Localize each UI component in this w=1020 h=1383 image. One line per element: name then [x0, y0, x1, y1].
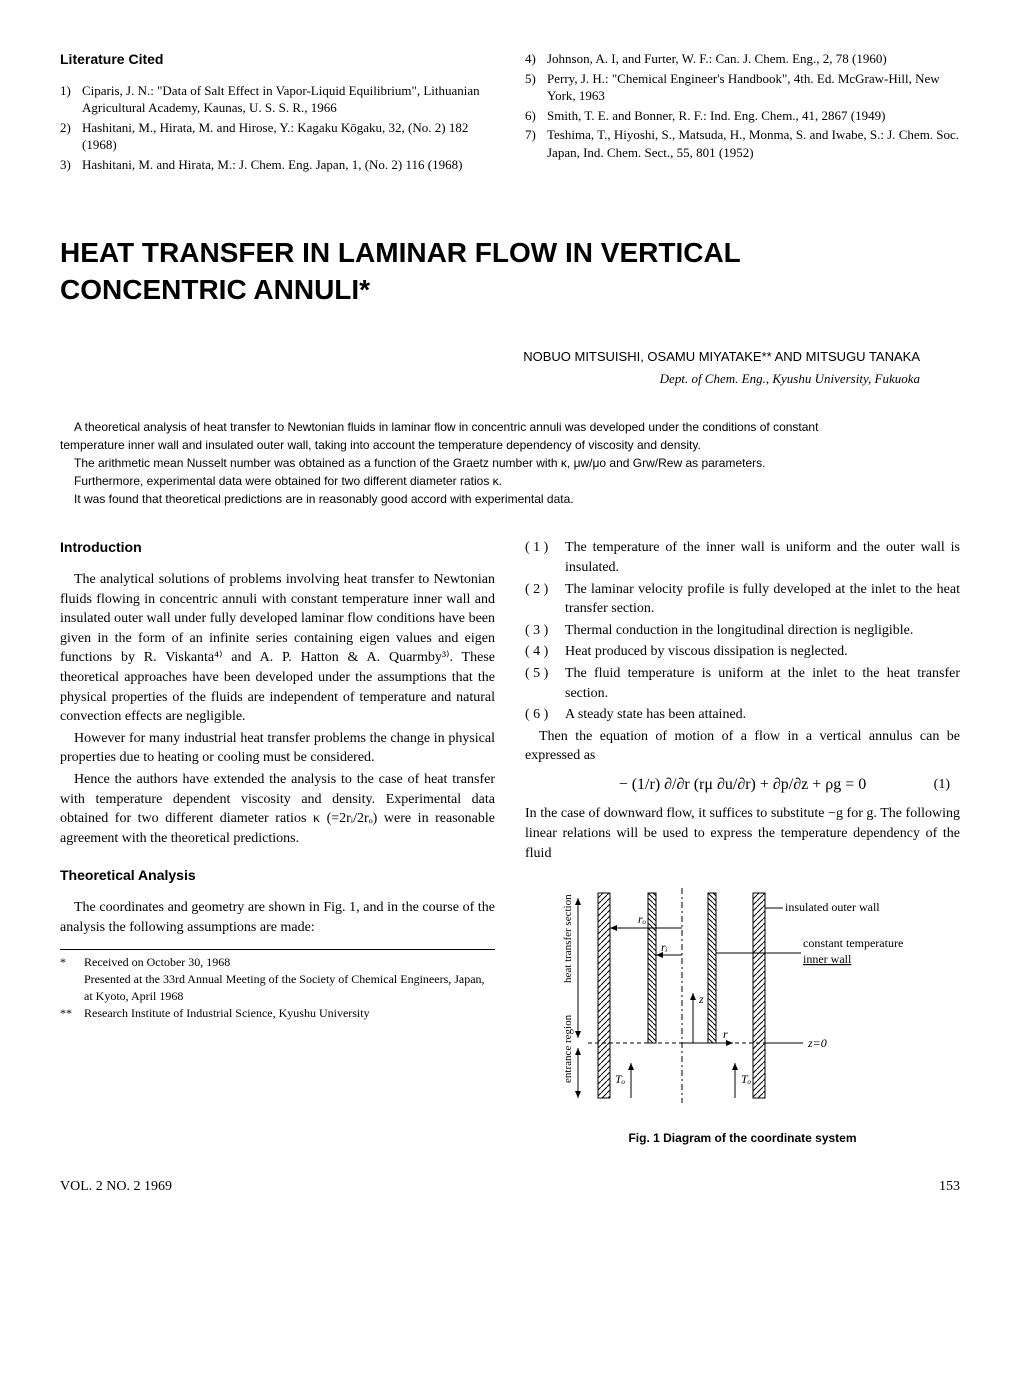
literature-left-col: Literature Cited 1)Ciparis, J. N.: "Data…: [60, 50, 495, 175]
equation-number: (1): [934, 775, 950, 795]
assumption-num: ( 3 ): [525, 621, 565, 641]
ref-text: Ciparis, J. N.: "Data of Salt Effect in …: [82, 82, 495, 117]
assumption-text: The fluid temperature is uniform at the …: [565, 664, 960, 703]
footnote-2: ** Research Institute of Industrial Scie…: [60, 1005, 495, 1022]
body-columns: Introduction The analytical solutions of…: [60, 538, 960, 1146]
intro-p3: Hence the authors have extended the anal…: [60, 770, 495, 848]
assumption-text: The laminar velocity profile is fully de…: [565, 580, 960, 619]
equation-content: − (1/r) ∂/∂r (rμ ∂u/∂r) + ∂p/∂z + ρg = 0: [619, 774, 867, 796]
footnote-text: Presented at the 33rd Annual Meeting of …: [84, 971, 495, 1005]
footnotes: * Received on October 30, 1968 Presented…: [60, 949, 495, 1021]
affiliation: Dept. of Chem. Eng., Kyushu University, …: [60, 370, 920, 388]
title-line-2: CONCENTRIC ANNULI*: [60, 274, 370, 305]
ref-num: 2): [60, 119, 82, 154]
equation-1: − (1/r) ∂/∂r (rμ ∂u/∂r) + ∂p/∂z + ρg = 0…: [525, 774, 960, 796]
ref-item: 6)Smith, T. E. and Bonner, R. F.: Ind. E…: [525, 107, 960, 125]
ref-text: Smith, T. E. and Bonner, R. F.: Ind. Eng…: [547, 107, 960, 125]
heat-label: heat transfer section: [562, 894, 574, 983]
footnote-mark: **: [60, 1005, 84, 1022]
inner-label: inner wall: [803, 952, 852, 966]
ref-num: 1): [60, 82, 82, 117]
ref-text: Teshima, T., Hiyoshi, S., Matsuda, H., M…: [547, 126, 960, 161]
then-paragraph: Then the equation of motion of a flow in…: [525, 727, 960, 766]
ref-text: Johnson, A. I, and Furter, W. F.: Can. J…: [547, 50, 960, 68]
literature-heading: Literature Cited: [60, 50, 495, 70]
abstract: A theoretical analysis of heat transfer …: [60, 418, 960, 508]
assumption-num: ( 1 ): [525, 538, 565, 577]
figure-1: heat transfer section entrance region: [525, 883, 960, 1146]
left-body-col: Introduction The analytical solutions of…: [60, 538, 495, 1146]
ref-item: 2)Hashitani, M., Hirata, M. and Hirose, …: [60, 119, 495, 154]
assumption-item: ( 5 )The fluid temperature is uniform at…: [525, 664, 960, 703]
abstract-p3: Furthermore, experimental data were obta…: [60, 472, 840, 490]
ref-list-left: 1)Ciparis, J. N.: "Data of Salt Effect i…: [60, 82, 495, 174]
assumption-text: The temperature of the inner wall is uni…: [565, 538, 960, 577]
assumption-item: ( 1 )The temperature of the inner wall i…: [525, 538, 960, 577]
to-right-label: Tₒ: [741, 1072, 752, 1086]
ref-text: Hashitani, M., Hirata, M. and Hirose, Y.…: [82, 119, 495, 154]
right-body-col: ( 1 )The temperature of the inner wall i…: [525, 538, 960, 1146]
assumption-text: Heat produced by viscous dissipation is …: [565, 642, 960, 662]
coordinate-diagram-svg: heat transfer section entrance region: [553, 883, 933, 1113]
theory-heading: Theoretical Analysis: [60, 866, 495, 886]
abstract-p1: A theoretical analysis of heat transfer …: [60, 418, 840, 454]
assumption-num: ( 5 ): [525, 664, 565, 703]
footnote-1: * Received on October 30, 1968: [60, 954, 495, 971]
ro-label: rₒ: [638, 912, 647, 926]
paper-title: HEAT TRANSFER IN LAMINAR FLOW IN VERTICA…: [60, 235, 960, 308]
assumption-num: ( 2 ): [525, 580, 565, 619]
assumption-num: ( 6 ): [525, 705, 565, 725]
literature-block: Literature Cited 1)Ciparis, J. N.: "Data…: [60, 50, 960, 175]
intro-heading: Introduction: [60, 538, 495, 558]
entrance-label: entrance region: [562, 1015, 574, 1084]
ref-num: 5): [525, 70, 547, 105]
ref-item: 1)Ciparis, J. N.: "Data of Salt Effect i…: [60, 82, 495, 117]
intro-p2: However for many industrial heat transfe…: [60, 729, 495, 768]
insulated-label: insulated outer wall: [785, 900, 880, 914]
literature-right-col: 4)Johnson, A. I, and Furter, W. F.: Can.…: [525, 50, 960, 175]
z0-label: z=0: [807, 1036, 827, 1050]
abstract-p2: The arithmetic mean Nusselt number was o…: [60, 454, 840, 472]
footer-left: VOL. 2 NO. 2 1969: [60, 1177, 172, 1197]
ref-num: 7): [525, 126, 547, 161]
after-eq-paragraph: In the case of downward flow, it suffice…: [525, 804, 960, 863]
to-left-label: Tₒ: [615, 1072, 626, 1086]
ref-item: 7)Teshima, T., Hiyoshi, S., Matsuda, H.,…: [525, 126, 960, 161]
abstract-p4: It was found that theoretical prediction…: [60, 490, 840, 508]
ri-label: rᵢ: [661, 940, 668, 954]
theory-p1: The coordinates and geometry are shown i…: [60, 898, 495, 937]
assumption-text: Thermal conduction in the longitudinal d…: [565, 621, 960, 641]
assumption-item: ( 3 )Thermal conduction in the longitudi…: [525, 621, 960, 641]
page-number: 153: [939, 1177, 960, 1197]
figure-caption: Fig. 1 Diagram of the coordinate system: [525, 1130, 960, 1147]
assumption-item: ( 4 )Heat produced by viscous dissipatio…: [525, 642, 960, 662]
r-label: r: [723, 1027, 728, 1041]
ref-item: 4)Johnson, A. I, and Furter, W. F.: Can.…: [525, 50, 960, 68]
ref-item: 3)Hashitani, M. and Hirata, M.: J. Chem.…: [60, 156, 495, 174]
page-footer: VOL. 2 NO. 2 1969 153: [60, 1177, 960, 1197]
z-label: z: [698, 992, 704, 1006]
assumption-list: ( 1 )The temperature of the inner wall i…: [525, 538, 960, 724]
assumption-text: A steady state has been attained.: [565, 705, 960, 725]
ref-num: 6): [525, 107, 547, 125]
authors-block: NOBUO MITSUISHI, OSAMU MIYATAKE** AND MI…: [60, 348, 920, 388]
constant-label: constant temperature: [803, 936, 903, 950]
ref-num: 3): [60, 156, 82, 174]
ref-text: Perry, J. H.: "Chemical Engineer's Handb…: [547, 70, 960, 105]
footnote-text: Research Institute of Industrial Science…: [84, 1005, 495, 1022]
footnote-mark: *: [60, 954, 84, 971]
ref-item: 5)Perry, J. H.: "Chemical Engineer's Han…: [525, 70, 960, 105]
ref-text: Hashitani, M. and Hirata, M.: J. Chem. E…: [82, 156, 495, 174]
footnote-mark-blank: [60, 971, 84, 1005]
assumption-item: ( 2 )The laminar velocity profile is ful…: [525, 580, 960, 619]
assumption-item: ( 6 )A steady state has been attained.: [525, 705, 960, 725]
authors: NOBUO MITSUISHI, OSAMU MIYATAKE** AND MI…: [60, 348, 920, 366]
assumption-num: ( 4 ): [525, 642, 565, 662]
ref-num: 4): [525, 50, 547, 68]
ref-list-right: 4)Johnson, A. I, and Furter, W. F.: Can.…: [525, 50, 960, 161]
title-line-1: HEAT TRANSFER IN LAMINAR FLOW IN VERTICA…: [60, 237, 741, 268]
footnote-text: Received on October 30, 1968: [84, 954, 495, 971]
intro-p1: The analytical solutions of problems inv…: [60, 570, 495, 727]
footnote-1b: Presented at the 33rd Annual Meeting of …: [60, 971, 495, 1005]
